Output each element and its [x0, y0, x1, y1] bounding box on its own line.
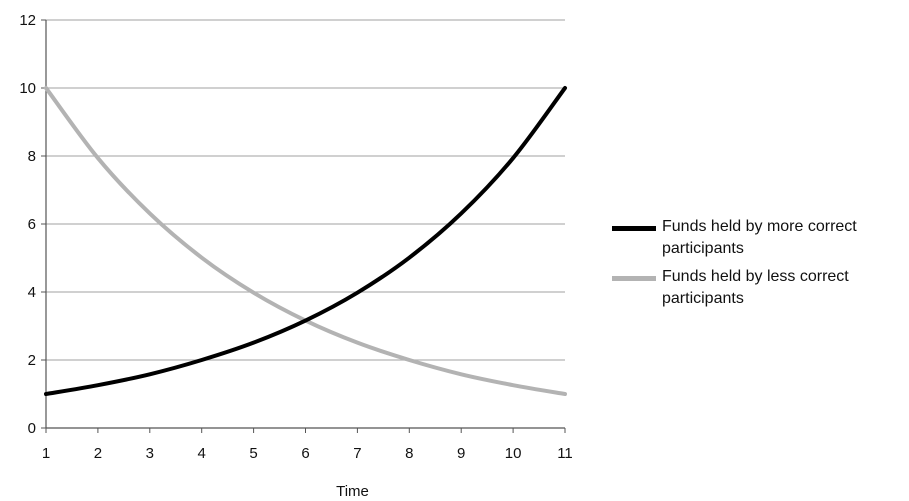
y-tick-label-8: 8	[28, 148, 36, 165]
x-tick-labels: 1 2 3 4 5 6 7 8 9 10 11	[42, 445, 573, 462]
x-tick-label-8: 8	[405, 445, 413, 462]
gridlines	[46, 19, 565, 361]
legend-label-more-correct: Funds held by more correct participants	[662, 218, 857, 257]
y-tick-label-6: 6	[28, 216, 36, 233]
y-tick-label-10: 10	[19, 80, 36, 97]
y-tick-label-0: 0	[28, 420, 36, 437]
x-tick-label-2: 2	[94, 445, 102, 462]
x-axis-title: Time	[336, 483, 369, 500]
legend: Funds held by more correct participants …	[612, 216, 907, 316]
series-line-less-correct	[44, 86, 567, 396]
y-tick-labels: 0 2 4 6 8 10 12	[19, 12, 36, 437]
x-tick-label-6: 6	[301, 445, 309, 462]
legend-swatch-less-correct	[612, 276, 656, 281]
series-lines	[44, 86, 567, 396]
x-tick-label-5: 5	[249, 445, 257, 462]
x-tick-label-3: 3	[146, 445, 154, 462]
axes	[41, 19, 566, 433]
x-tick-label-1: 1	[42, 445, 50, 462]
x-tick-label-9: 9	[457, 445, 465, 462]
y-tick-label-4: 4	[28, 284, 36, 301]
legend-label-less-correct: Funds held by less correct participants	[662, 268, 849, 307]
y-tick-label-12: 12	[19, 12, 36, 29]
legend-swatch-more-correct	[612, 226, 656, 231]
x-tick-label-4: 4	[198, 445, 206, 462]
legend-item-less-correct: Funds held by less correct participants	[612, 266, 907, 310]
legend-item-more-correct: Funds held by more correct participants	[612, 216, 907, 260]
series-line-more-correct	[44, 86, 567, 396]
x-tick-label-7: 7	[353, 445, 361, 462]
y-tick-label-2: 2	[28, 352, 36, 369]
x-tick-label-11: 11	[557, 445, 573, 462]
x-tick-label-10: 10	[505, 445, 522, 462]
